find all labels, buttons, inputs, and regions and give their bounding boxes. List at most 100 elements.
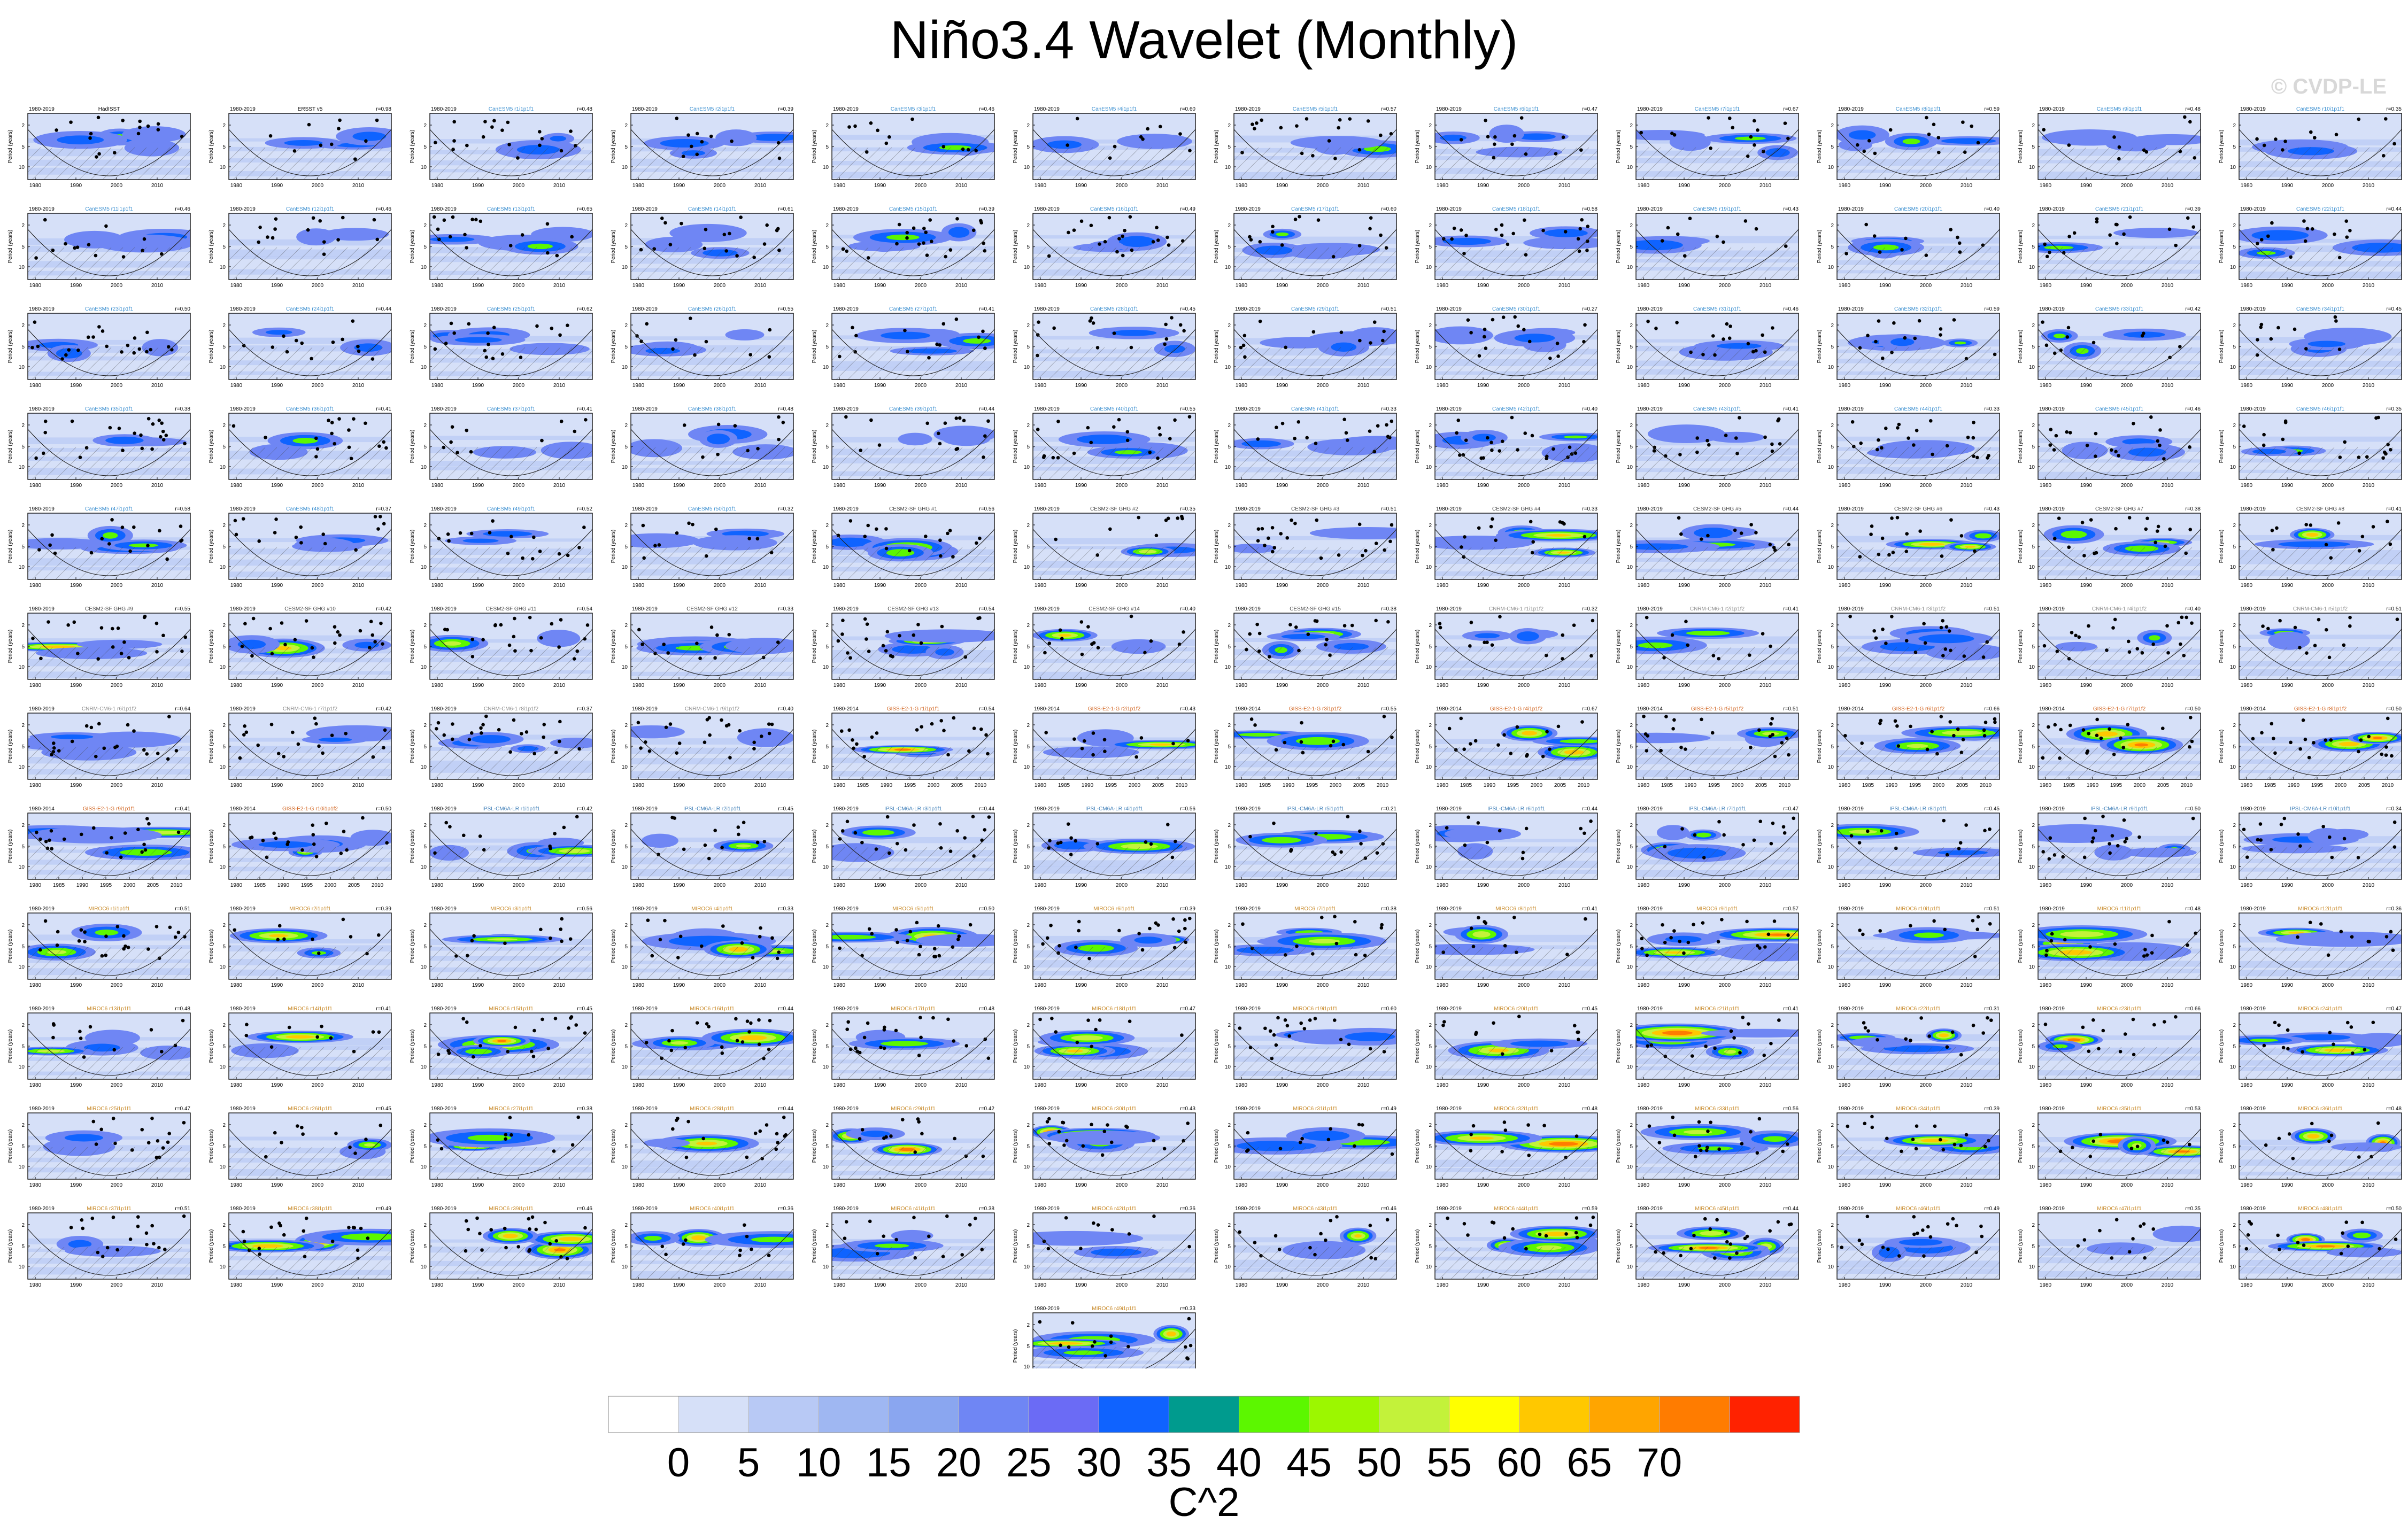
significance-dot (716, 452, 720, 456)
coi-hatch (1435, 147, 1448, 161)
coi-hatch (752, 347, 785, 380)
coi-hatch (883, 447, 916, 479)
coi-hatch (752, 647, 785, 679)
coi-hatch (338, 247, 372, 280)
coi-hatch (1439, 447, 1472, 479)
cone-of-influence (430, 329, 592, 376)
significance-dot (2336, 521, 2341, 525)
panel-period: 1980-2019 (1838, 206, 1864, 212)
significance-dot (443, 628, 447, 631)
power-contour (51, 734, 94, 739)
power-band (832, 457, 994, 463)
coi-hatch (836, 347, 869, 380)
coi-hatch (1095, 547, 1129, 579)
significance-dot (575, 649, 580, 653)
significance-dot (84, 724, 89, 728)
significance-dot (2281, 148, 2284, 152)
coi-hatch (2171, 650, 2201, 679)
significance-dot (321, 532, 325, 536)
significance-dot (1892, 321, 1896, 325)
power-contour (715, 129, 757, 146)
significance-dot (1108, 527, 1112, 531)
coi-hatch (1640, 547, 1673, 579)
power-contour (948, 227, 970, 238)
cone-of-influence (1837, 629, 2000, 676)
significance-dot (507, 643, 512, 647)
panel-correlation: r=0.55 (175, 606, 190, 612)
significance-dot (376, 527, 380, 531)
coi-hatch (1864, 547, 1897, 579)
coi-hatch (1273, 447, 1306, 479)
coi-hatch (1367, 250, 1396, 280)
significance-dot (157, 419, 161, 422)
cone-of-influence (631, 129, 793, 176)
significance-dot (1251, 122, 1254, 126)
power-band (1234, 450, 1396, 457)
power-contour (284, 140, 323, 146)
coi-hatch (764, 150, 793, 180)
panel-period: 1980-2019 (431, 206, 457, 212)
cone-of-influence (2239, 529, 2402, 576)
coi-hatch (229, 147, 254, 173)
coi-hatch (1888, 547, 1921, 579)
significance-dot (104, 224, 108, 228)
panel-period: 1980-2019 (1838, 106, 1864, 112)
coi-hatch (1533, 247, 1566, 280)
significance-dot (121, 448, 125, 452)
power-band (229, 345, 391, 352)
coi-hatch (658, 547, 691, 579)
power-contour (57, 135, 104, 145)
significance-dot (716, 422, 721, 427)
coi-hatch (1746, 447, 1779, 479)
significance-dot (433, 141, 437, 144)
significance-dot (569, 129, 573, 133)
x-tick-label: 1980 (2241, 383, 2253, 389)
significance-dot (529, 648, 533, 653)
significance-dot (1727, 116, 1732, 120)
coi-hatch (2171, 550, 2201, 579)
coi-hatch (2054, 547, 2087, 579)
panel-correlation: r=0.33 (1381, 406, 1396, 412)
x-tick-label: 1990 (271, 283, 283, 289)
coi-hatch (575, 162, 592, 180)
power-contour (550, 136, 566, 142)
y-tick-label: 5 (21, 144, 25, 150)
panel-period: 1980-2019 (1436, 106, 1462, 112)
coi-hatch (327, 347, 360, 380)
y-tick-label: 10 (1225, 564, 1231, 570)
coi-hatch (1166, 150, 1195, 180)
y-tick-label: 2 (423, 123, 427, 129)
x-tick-label: 1980 (833, 583, 846, 589)
coi-hatch (2042, 247, 2075, 280)
coi-hatch (1154, 447, 1187, 479)
power-band (1837, 667, 2000, 674)
coi-hatch (682, 347, 715, 380)
y-tick-label: 2 (1027, 523, 1030, 529)
x-tick-label: 2010 (1558, 583, 1571, 589)
coi-hatch (2337, 247, 2370, 280)
significance-dot (1884, 426, 1888, 430)
significance-dot (1662, 656, 1666, 660)
coi-hatch (1450, 447, 1484, 479)
power-band (28, 261, 190, 268)
coi-hatch (1072, 447, 1105, 479)
panel-correlation: r=0.41 (1783, 606, 1799, 612)
coi-hatch (2372, 250, 2402, 280)
power-contour (1563, 435, 1588, 439)
significance-dot (1255, 622, 1259, 626)
power-band (1234, 359, 1396, 366)
y-tick-label: 5 (624, 544, 628, 550)
coi-hatch (1757, 547, 1790, 579)
significance-dot (1705, 439, 1709, 443)
coi-hatch (1545, 647, 1578, 679)
x-tick-label: 1990 (1276, 183, 1288, 189)
power-band (1837, 459, 2000, 465)
power-band (229, 249, 391, 257)
significance-dot (1653, 445, 1656, 450)
significance-dot (1462, 555, 1466, 559)
coi-hatch (1958, 147, 1992, 180)
